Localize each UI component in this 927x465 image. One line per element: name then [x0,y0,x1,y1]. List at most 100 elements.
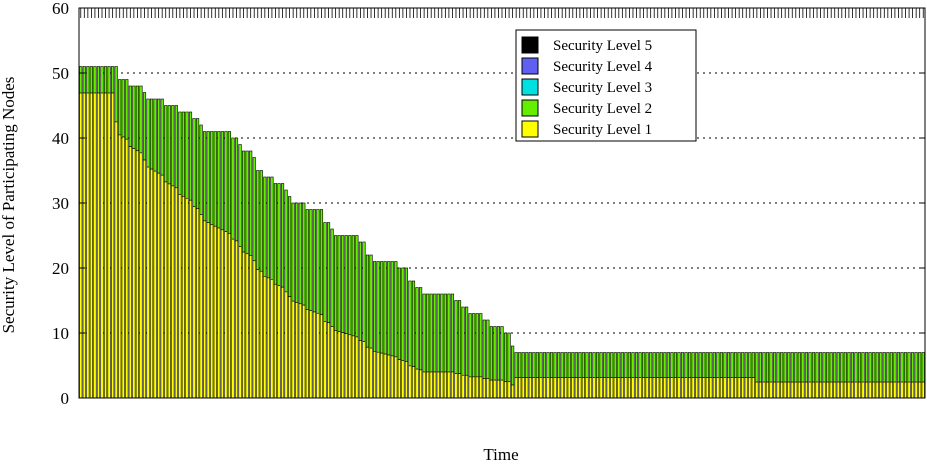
bar-segment-level-1 [270,279,274,399]
bar-segment-level-2 [695,352,699,378]
bar-segment-level-2 [263,176,267,277]
bar-segment-level-2 [401,267,405,361]
bar-segment-level-2 [96,66,101,94]
bar-segment-level-2 [171,105,175,187]
bar-segment-level-1 [695,377,699,399]
bar-segment-level-2 [872,352,876,383]
bar-segment-level-1 [719,377,724,399]
bar-segment-level-1 [305,309,309,399]
bar-segment-level-2 [734,352,738,378]
bar-segment-level-1 [787,381,791,399]
bar-segment-level-1 [210,224,214,399]
bar-segment-level-1 [489,379,493,399]
bar-segment-level-2 [606,352,610,378]
bar-segment-level-2 [889,352,893,383]
bar-segment-level-1 [192,206,196,399]
bar-segment-level-1 [465,374,469,399]
bar-segment-level-2 [833,352,837,383]
bar-segment-level-2 [617,352,621,378]
bar-segment-level-2 [546,352,550,378]
bar-segment-level-1 [677,377,681,399]
bar-segment-level-2 [716,352,720,378]
bar-segment-level-2 [93,66,97,94]
bar-segment-level-2 [121,79,125,138]
bar-segment-level-2 [670,352,674,378]
bar-segment-level-1 [206,222,210,399]
bar-segment-level-2 [861,352,865,383]
bar-segment-level-2 [242,150,246,253]
bar-segment-level-1 [394,356,398,399]
bar-segment-level-2 [380,261,384,354]
bar-segment-level-1 [865,381,869,399]
bar-segment-level-1 [309,310,313,399]
bar-segment-level-2 [447,293,451,373]
bar-segment-level-1 [525,377,529,399]
bar-segment-level-2 [652,352,656,378]
bar-segment-level-1 [341,332,345,399]
bar-segment-level-2 [712,352,716,378]
bar-segment-level-1 [337,331,341,399]
bar-segment-level-1 [617,377,621,399]
bar-segment-level-1 [649,377,653,399]
bar-segment-level-2 [79,66,83,94]
bars-group [79,66,925,399]
bar-segment-level-1 [903,381,908,399]
bar-segment-level-2 [815,352,819,383]
bar-segment-level-1 [482,378,486,399]
bar-segment-level-1 [521,377,525,399]
bar-segment-level-2 [737,352,741,378]
bar-segment-level-2 [383,261,387,355]
bar-segment-level-2 [741,352,745,378]
bar-segment-level-2 [822,352,826,383]
bar-segment-level-2 [334,235,338,331]
bar-segment-level-2 [132,85,136,149]
bar-segment-level-2 [149,98,154,170]
bar-segment-level-2 [118,79,122,136]
bar-segment-level-1 [606,377,610,399]
bar-segment-level-1 [603,377,607,399]
bar-segment-level-1 [316,312,320,399]
bar-segment-level-1 [571,377,575,399]
bar-segment-level-2 [907,352,911,383]
bar-segment-level-2 [277,183,281,287]
bar-segment-level-1 [726,377,731,399]
bar-segment-level-1 [457,373,462,399]
bar-segment-level-2 [886,352,890,383]
bar-segment-level-2 [167,105,171,185]
bar-segment-level-2 [564,352,568,378]
bar-segment-level-2 [585,352,589,378]
bar-segment-level-2 [86,66,90,94]
bar-segment-level-1 [440,371,444,399]
bar-segment-level-1 [698,377,702,399]
bar-segment-level-1 [652,377,656,399]
bar-segment-level-2 [188,111,193,201]
bar-segment-level-1 [217,227,221,399]
bar-segment-level-1 [896,381,901,399]
bar-segment-level-2 [316,209,320,314]
bar-segment-level-2 [811,352,816,383]
bar-segment-level-2 [365,254,370,348]
bar-segment-level-2 [397,267,401,360]
bar-segment-level-2 [645,352,649,378]
bar-segment-level-2 [429,293,433,373]
bar-segment-level-1 [567,377,571,399]
bar-segment-level-2 [762,352,766,383]
bar-segment-level-2 [111,66,115,94]
bar-segment-level-1 [234,240,239,399]
bar-segment-level-2 [677,352,681,378]
bar-segment-level-1 [762,381,766,399]
bar-segment-level-2 [454,300,458,374]
bar-segment-level-1 [588,377,593,399]
bar-segment-level-2 [486,319,490,379]
bar-segment-level-1 [291,300,295,399]
bar-segment-level-2 [206,131,210,223]
bar-segment-level-1 [918,381,922,399]
bar-segment-level-1 [642,377,646,399]
bar-segment-level-1 [772,381,777,399]
bar-segment-level-2 [514,352,518,378]
bar-segment-level-1 [89,92,93,399]
bar-segment-level-2 [503,332,508,383]
y-axis-title: Security Level of Participating Nodes [0,77,18,334]
bar-segment-level-1 [829,381,833,399]
bar-segment-level-1 [914,381,918,399]
